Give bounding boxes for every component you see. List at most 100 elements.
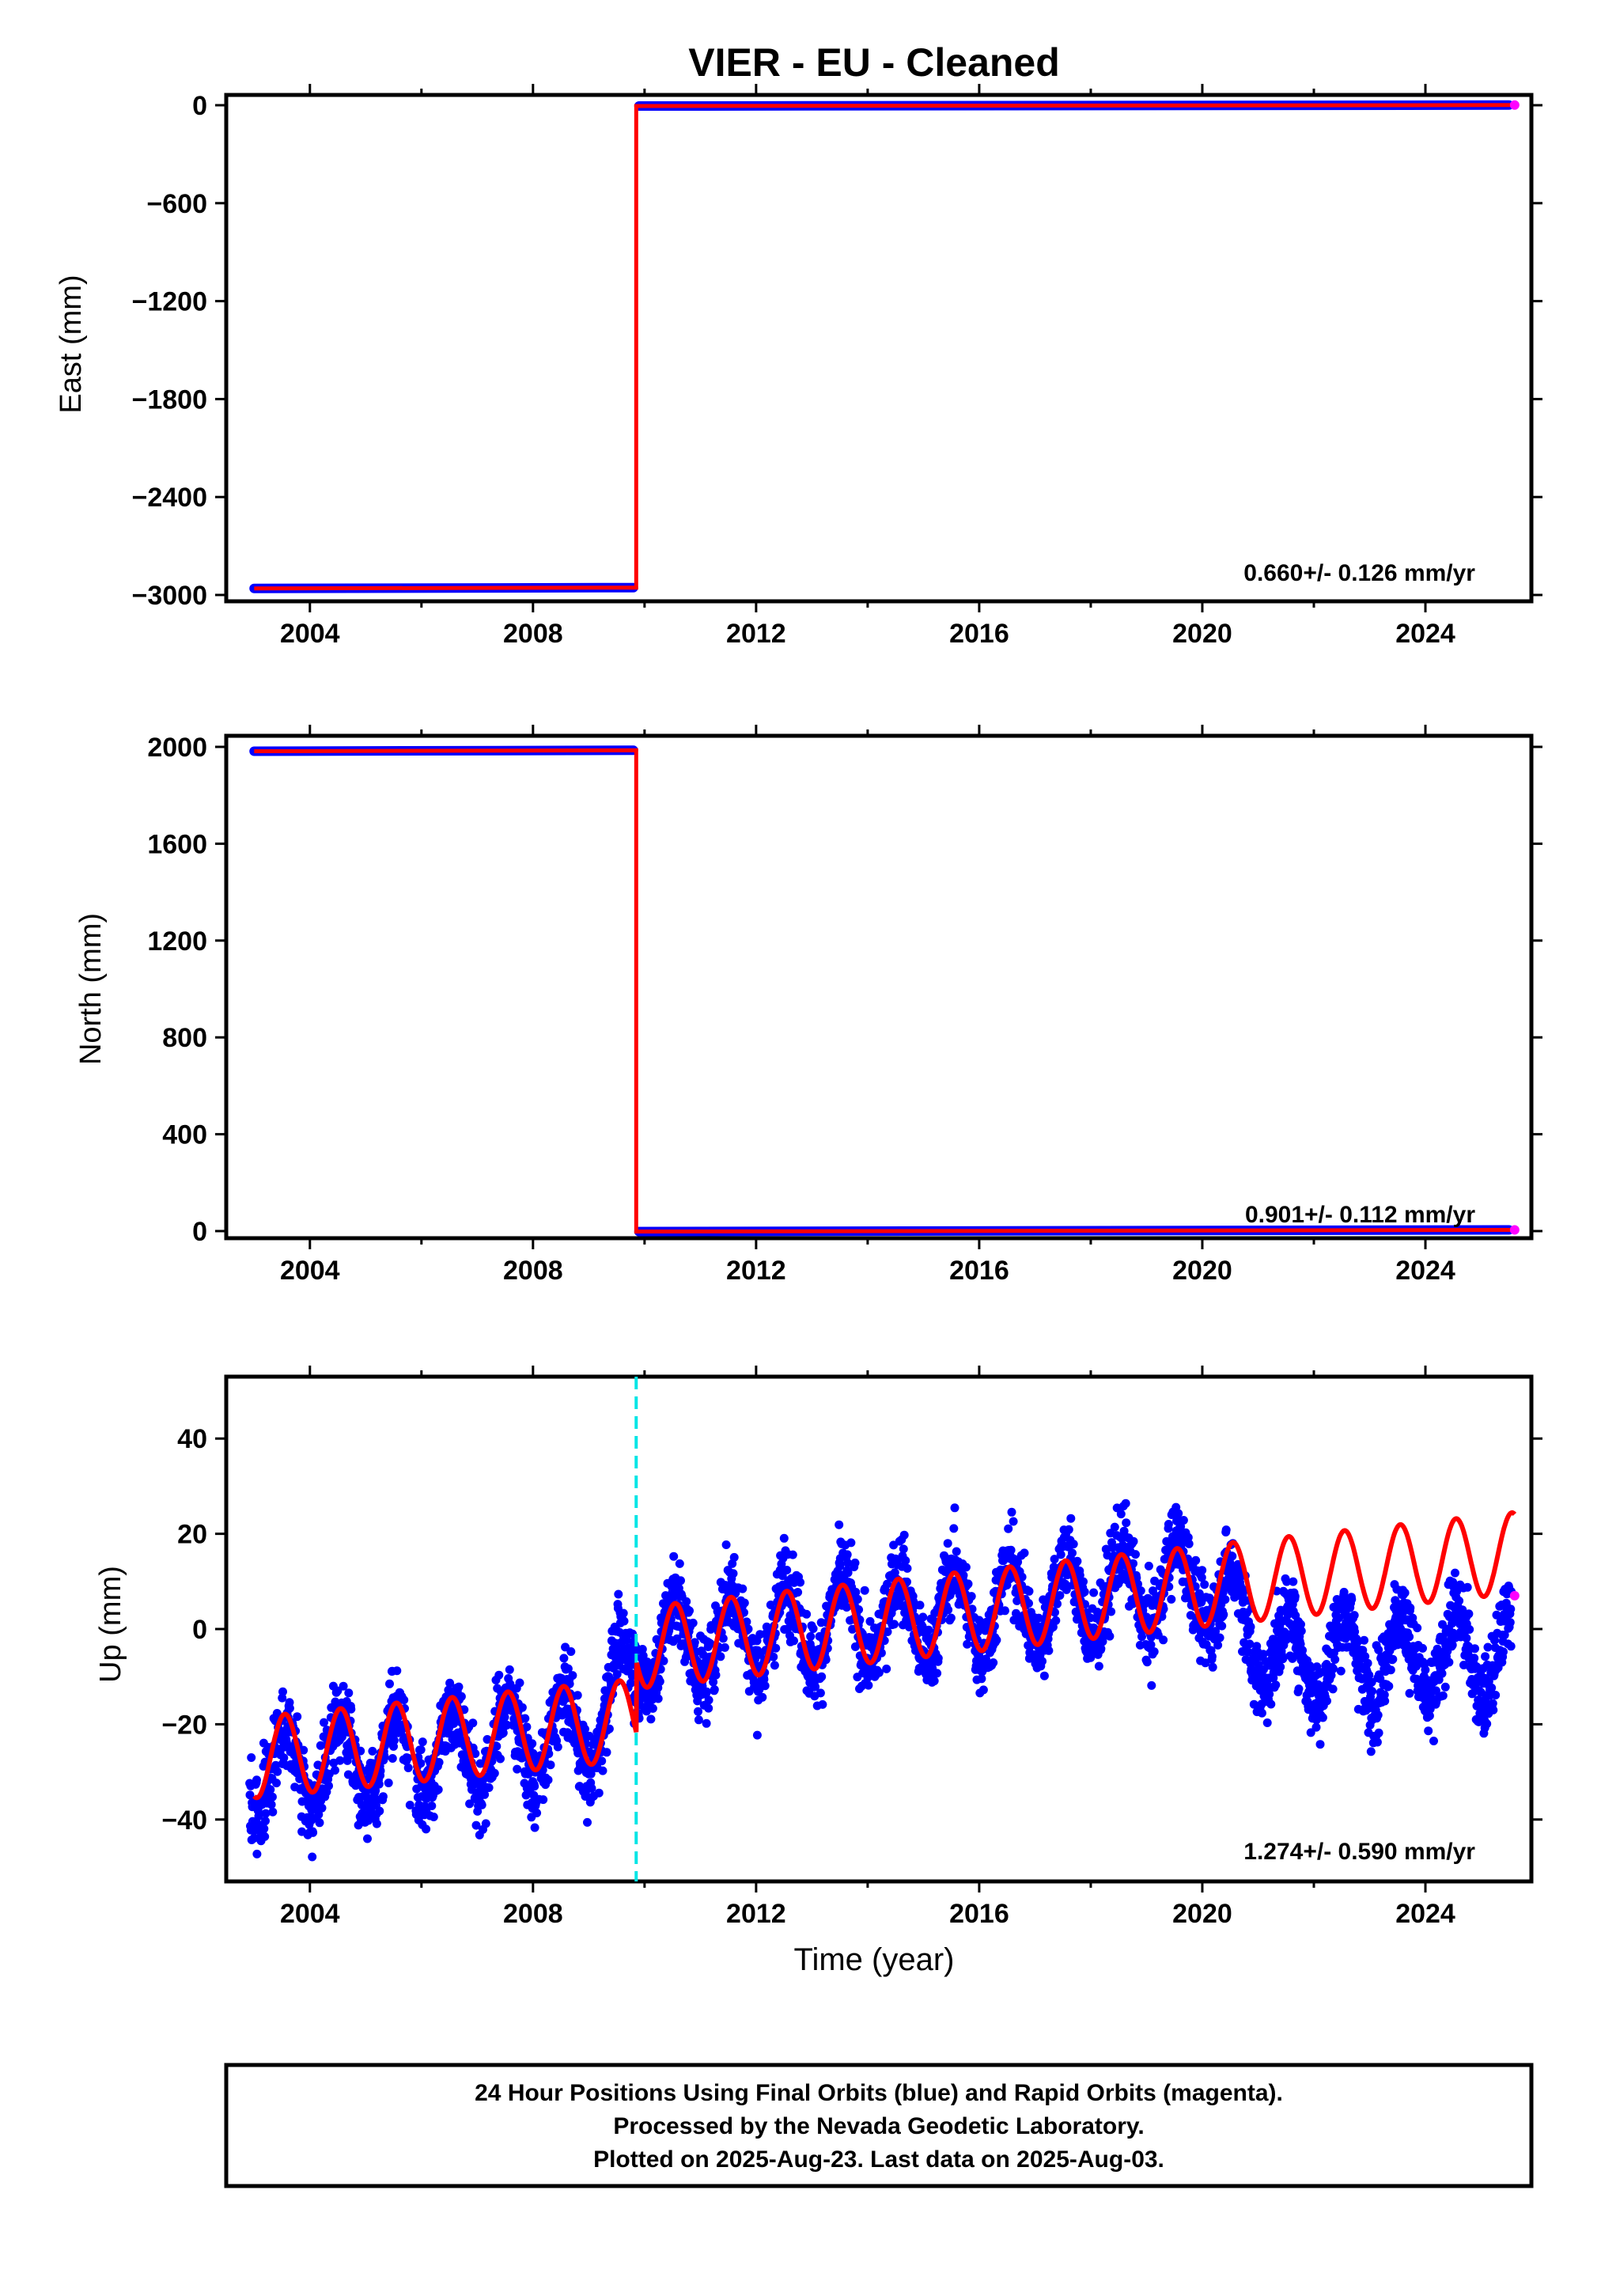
- up-final-point: [943, 1539, 952, 1548]
- up-final-point: [403, 1753, 413, 1763]
- up-final-point: [477, 1800, 486, 1809]
- up-final-point: [1405, 1632, 1414, 1642]
- up-final-point: [399, 1695, 409, 1705]
- up-final-point: [1184, 1539, 1194, 1548]
- up-final-point: [471, 1749, 480, 1758]
- up-final-point: [860, 1586, 869, 1595]
- up-final-point: [1265, 1689, 1274, 1699]
- up-final-point: [706, 1639, 715, 1649]
- east-xtick-label: 2020: [1172, 619, 1232, 649]
- up-final-point: [1462, 1634, 1471, 1642]
- up-final-point: [1056, 1550, 1065, 1559]
- up-final-point: [259, 1824, 269, 1833]
- up-final-point: [1001, 1606, 1009, 1616]
- up-final-point: [261, 1817, 270, 1826]
- up-final-point: [1211, 1627, 1221, 1636]
- up-final-point: [669, 1552, 679, 1561]
- up-final-point: [690, 1638, 699, 1647]
- up-final-point: [494, 1670, 504, 1680]
- up-final-point: [1506, 1642, 1516, 1651]
- up-final-point: [835, 1561, 845, 1570]
- up-final-point: [471, 1821, 481, 1830]
- up-final-point: [317, 1803, 327, 1813]
- up-final-point: [619, 1608, 628, 1618]
- up-final-point: [1458, 1605, 1467, 1615]
- up-final-point: [806, 1631, 816, 1641]
- up-final-point: [1096, 1644, 1106, 1654]
- up-final-point: [1289, 1577, 1298, 1586]
- up-final-point: [1380, 1696, 1390, 1706]
- up-final-point: [789, 1636, 798, 1646]
- up-final-point: [418, 1737, 427, 1747]
- up-final-point: [454, 1682, 464, 1692]
- up-final-point: [1131, 1550, 1140, 1559]
- up-final-point: [363, 1834, 372, 1843]
- up-xtick-label: 2008: [503, 1899, 563, 1929]
- up-final-point: [1009, 1517, 1018, 1526]
- up-final-point: [1243, 1647, 1253, 1657]
- up-final-point: [405, 1801, 414, 1809]
- north-plot-area: [215, 725, 1542, 1249]
- up-ytick-label: −40: [161, 1805, 207, 1836]
- up-final-point: [1271, 1680, 1281, 1690]
- up-final-point: [543, 1775, 553, 1785]
- up-final-point: [718, 1634, 728, 1643]
- up-final-point: [946, 1613, 956, 1623]
- up-final-point: [918, 1612, 928, 1622]
- up-final-point: [672, 1634, 682, 1643]
- up-xtick-label: 2012: [726, 1899, 786, 1929]
- up-final-point: [1258, 1650, 1268, 1659]
- up-final-point: [899, 1544, 908, 1554]
- up-final-point: [1208, 1662, 1217, 1672]
- up-final-point: [638, 1651, 648, 1661]
- up-final-point: [528, 1739, 537, 1749]
- up-final-point: [1228, 1552, 1237, 1561]
- up-final-point: [254, 1812, 263, 1821]
- up-final-point: [308, 1852, 317, 1862]
- up-final-point: [1183, 1533, 1193, 1542]
- up-final-point: [1290, 1592, 1300, 1601]
- up-final-point: [267, 1800, 276, 1809]
- up-final-point: [372, 1819, 381, 1828]
- up-final-point: [517, 1703, 527, 1712]
- up-final-point: [1347, 1595, 1357, 1604]
- up-final-point: [851, 1587, 861, 1597]
- up-final-point: [729, 1569, 738, 1578]
- up-final-point: [252, 1849, 262, 1858]
- up-final-point: [1147, 1680, 1156, 1690]
- up-final-point: [1412, 1661, 1421, 1671]
- up-final-point: [268, 1807, 278, 1817]
- up-final-point: [1122, 1518, 1131, 1528]
- up-final-point: [522, 1722, 532, 1732]
- up-final-point: [492, 1741, 501, 1751]
- up-final-point: [626, 1678, 635, 1688]
- footer-line-2: Processed by the Nevada Geodetic Laborat…: [613, 2113, 1144, 2139]
- up-final-point: [729, 1552, 739, 1562]
- up-final-point: [1380, 1690, 1389, 1699]
- up-final-point: [759, 1675, 769, 1684]
- up-final-point: [961, 1563, 971, 1572]
- up-final-point: [427, 1802, 437, 1810]
- up-final-point: [1068, 1548, 1077, 1558]
- north-ytick-label: 800: [162, 1023, 207, 1053]
- up-final-point: [293, 1712, 302, 1722]
- up-final-point: [559, 1654, 569, 1663]
- up-final-point: [1505, 1618, 1515, 1627]
- up-final-point: [924, 1625, 933, 1635]
- up-final-point: [1007, 1573, 1016, 1582]
- up-final-point: [1213, 1640, 1223, 1650]
- east-panel: East (mm) 0 −600 −1200 −1800 −2400 −3000 2004…: [55, 84, 1542, 649]
- north-ytick-label: 1200: [147, 926, 207, 957]
- up-final-point: [1149, 1647, 1159, 1657]
- up-final-point: [817, 1672, 827, 1681]
- east-frame: [224, 93, 1534, 604]
- up-final-point: [915, 1601, 925, 1610]
- up-final-point: [1137, 1632, 1146, 1642]
- east-rapid-point: [1509, 100, 1520, 110]
- up-final-point: [346, 1704, 356, 1714]
- up-final-point: [1470, 1644, 1479, 1654]
- up-final-point: [952, 1547, 961, 1556]
- north-rapid-point: [1509, 1225, 1520, 1235]
- up-final-point: [950, 1503, 959, 1513]
- up-final-point: [566, 1647, 576, 1656]
